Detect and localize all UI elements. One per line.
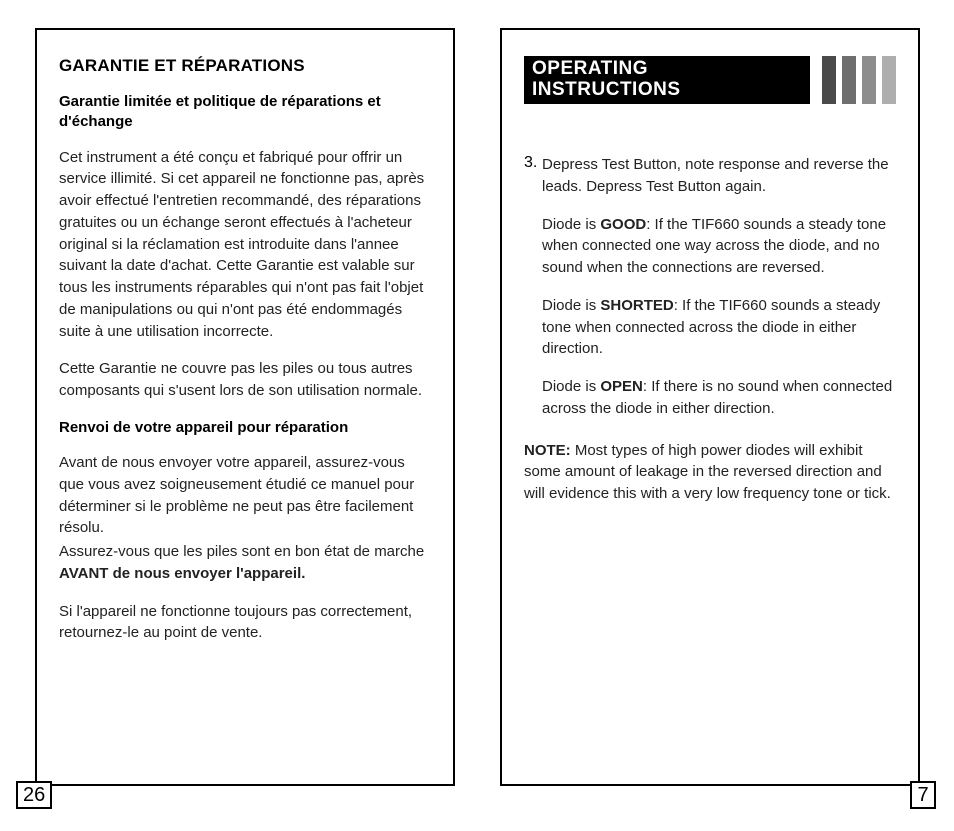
header-title: OPERATING INSTRUCTIONS [524, 56, 810, 104]
left-para1: Cet instrument a été conçu et fabriqué p… [59, 147, 431, 343]
header-bars [816, 56, 896, 104]
bar-4 [882, 56, 896, 104]
bar-3 [862, 56, 876, 104]
open-pre: Diode is [542, 378, 600, 395]
note-text: Most types of high power diodes will exh… [524, 442, 891, 503]
step-text: Depress Test Button, note response and r… [542, 154, 896, 198]
diode-shorted: Diode is SHORTED: If the TIF660 sounds a… [542, 295, 896, 360]
left-para4: Assurez-vous que les piles sont en bon é… [59, 541, 431, 585]
good-pre: Diode is [542, 216, 600, 233]
good-bold: GOOD [600, 216, 646, 233]
left-para3: Avant de nous envoyer votre appareil, as… [59, 452, 431, 539]
header-line2: INSTRUCTIONS [532, 80, 770, 101]
shorted-bold: SHORTED [600, 297, 673, 314]
left-page-number: 26 [16, 781, 52, 809]
right-page-number: 7 [910, 781, 936, 809]
right-page: OPERATING INSTRUCTIONS 3. Depress Test B… [500, 28, 920, 786]
left-para2: Cette Garantie ne couvre pas les piles o… [59, 358, 431, 402]
diode-good: Diode is GOOD: If the TIF660 sounds a st… [542, 214, 896, 279]
open-bold: OPEN [600, 378, 643, 395]
step-number: 3. [524, 154, 542, 436]
header-band: OPERATING INSTRUCTIONS [524, 56, 896, 104]
bar-2 [842, 56, 856, 104]
diode-open: Diode is OPEN: If there is no sound when… [542, 376, 896, 420]
left-para4-bold: AVANT de nous envoyer l'appareil. [59, 565, 305, 582]
left-sub2: Renvoi de votre appareil pour réparation [59, 418, 431, 438]
step-3: 3. Depress Test Button, note response an… [524, 154, 896, 436]
note-bold: NOTE: [524, 442, 571, 459]
left-title: GARANTIE ET RÉPARATIONS [59, 56, 431, 76]
shorted-pre: Diode is [542, 297, 600, 314]
left-para4-pre: Assurez-vous que les piles sont en bon é… [59, 543, 424, 560]
left-para5: Si l'appareil ne fonctionne toujours pas… [59, 601, 431, 645]
left-sub1: Garantie limitée et politique de réparat… [59, 92, 431, 133]
bar-1 [822, 56, 836, 104]
note: NOTE: Most types of high power diodes wi… [524, 440, 896, 505]
left-page: GARANTIE ET RÉPARATIONS Garantie limitée… [35, 28, 455, 786]
header-line1: OPERATING [532, 59, 770, 80]
